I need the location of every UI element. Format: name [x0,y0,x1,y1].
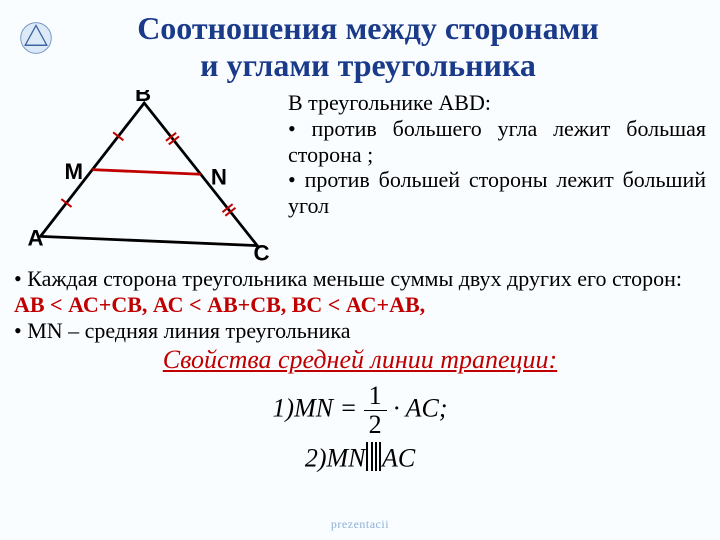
title-line-2: и углами треугольника [200,47,536,83]
rhs-bullet-1: • против большего угла лежит большая сто… [288,116,706,168]
watermark: prezentacii [0,517,720,532]
svg-text:M: M [65,159,84,184]
svg-text:C: C [254,240,270,265]
formula-block: 1)MN = 12 · AC; 2)MNAC [0,381,720,476]
rhs-lead: В треугольнике АВD: [288,90,706,116]
lower-bullets: • Каждая сторона треугольника меньше сум… [0,266,720,344]
bullet-midline: • MN – средняя линия треугольника [14,318,706,344]
bullet-sum: • Каждая сторона треугольника меньше сум… [14,266,706,318]
triangle-diagram: A B C M N [14,90,280,266]
rhs-bullet-2: • против большей стороны лежит больший у… [288,167,706,219]
formula-2: 2)MNAC [305,442,415,474]
formula-1: 1)MN = 12 · AC; [272,383,447,438]
slide-title: Соотношения между сторонами и углами тре… [0,0,720,88]
svg-text:B: B [135,90,151,106]
parallel-icon [366,442,372,471]
svg-text:A: A [28,225,44,250]
fraction-half: 12 [364,383,387,438]
title-line-1: Соотношения между сторонами [137,10,599,46]
midline-properties-title: Свойства средней линии трапеции: [0,345,720,375]
svg-text:N: N [211,164,227,189]
inequalities: АВ < АС+СВ, АС < АВ+СВ, ВС < АС+АВ, [14,292,425,317]
parallel-icon [375,442,381,471]
slide-emblem-icon [18,20,54,56]
content-row: A B C M N В треугольнике АВD: • против б… [0,88,720,266]
rhs-text-block: В треугольнике АВD: • против большего уг… [280,90,706,220]
